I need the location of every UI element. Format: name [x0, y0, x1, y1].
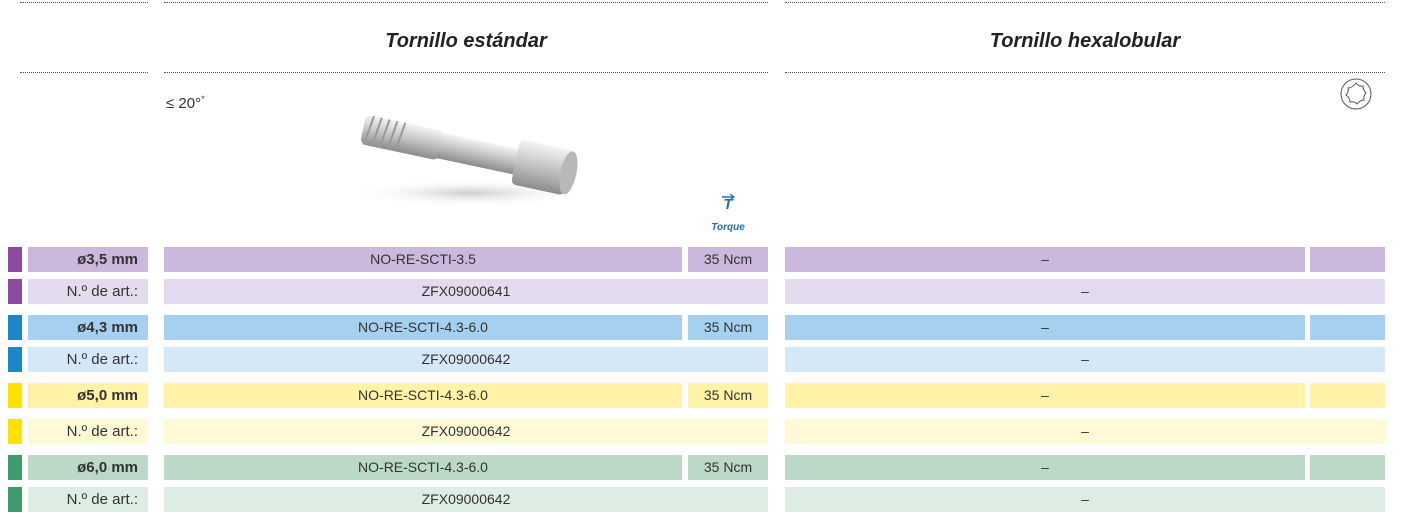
article-code: NO-RE-SCTI-4.3-6.0: [164, 455, 682, 480]
extra: [1310, 383, 1385, 408]
color-strip: [8, 279, 22, 304]
art-number: ZFX09000641: [164, 279, 768, 304]
art-label: N.º de art.:: [28, 279, 148, 304]
article-code: NO-RE-SCTI-3.5: [164, 247, 682, 272]
art-number: ZFX09000642: [164, 347, 768, 372]
rule: [164, 2, 768, 3]
column-title: Tornillo estándar: [385, 30, 547, 52]
art-hexalobular: –: [785, 279, 1385, 304]
rule: [20, 2, 148, 3]
extra: [1310, 455, 1385, 480]
art-number: ZFX09000642: [164, 419, 768, 444]
angle-text: ≤ 20°: [166, 95, 202, 112]
torque-label: Torque: [711, 222, 745, 233]
torque: 35 Ncm: [688, 383, 768, 408]
hexalobular: –: [785, 455, 1305, 480]
arrow-icon: [722, 194, 735, 200]
diameter: ø3,5 mm: [28, 247, 148, 272]
color-strip: [8, 383, 22, 408]
extra: [1310, 247, 1385, 272]
extra: [1310, 315, 1385, 340]
art-hexalobular: –: [785, 347, 1385, 372]
color-strip: [8, 455, 22, 480]
art-number: ZFX09000642: [164, 487, 768, 512]
art-label: N.º de art.:: [28, 419, 148, 444]
art-hexalobular: –: [785, 487, 1385, 512]
hexalobular-icon: [1340, 78, 1372, 110]
color-strip: [8, 419, 22, 444]
hexalobular: –: [785, 247, 1305, 272]
art-label: N.º de art.:: [28, 347, 148, 372]
rule: [20, 72, 148, 73]
color-strip: [8, 247, 22, 272]
column-title: Tornillo hexalobular: [989, 30, 1181, 52]
art-hexalobular: –: [785, 419, 1385, 444]
rule: [785, 2, 1385, 3]
torque: 35 Ncm: [688, 315, 768, 340]
angle-note: *: [201, 94, 205, 104]
angle: ≤ 20°*: [166, 94, 205, 112]
rule: [785, 72, 1385, 73]
art-label: N.º de art.:: [28, 487, 148, 512]
torque-symbol: T: [723, 196, 733, 213]
diameter: ø6,0 mm: [28, 455, 148, 480]
screw-image: [350, 115, 590, 207]
article-code: NO-RE-SCTI-4.3-6.0: [164, 383, 682, 408]
hexalobular: –: [785, 315, 1305, 340]
color-strip: [8, 315, 22, 340]
diameter: ø4,3 mm: [28, 315, 148, 340]
article-code: NO-RE-SCTI-4.3-6.0: [164, 315, 682, 340]
color-strip: [8, 347, 22, 372]
torque: 35 Ncm: [688, 455, 768, 480]
color-strip: [8, 487, 22, 512]
diameter: ø5,0 mm: [28, 383, 148, 408]
torque: 35 Ncm: [688, 247, 768, 272]
hexalobular: –: [785, 383, 1305, 408]
rule: [164, 72, 768, 73]
